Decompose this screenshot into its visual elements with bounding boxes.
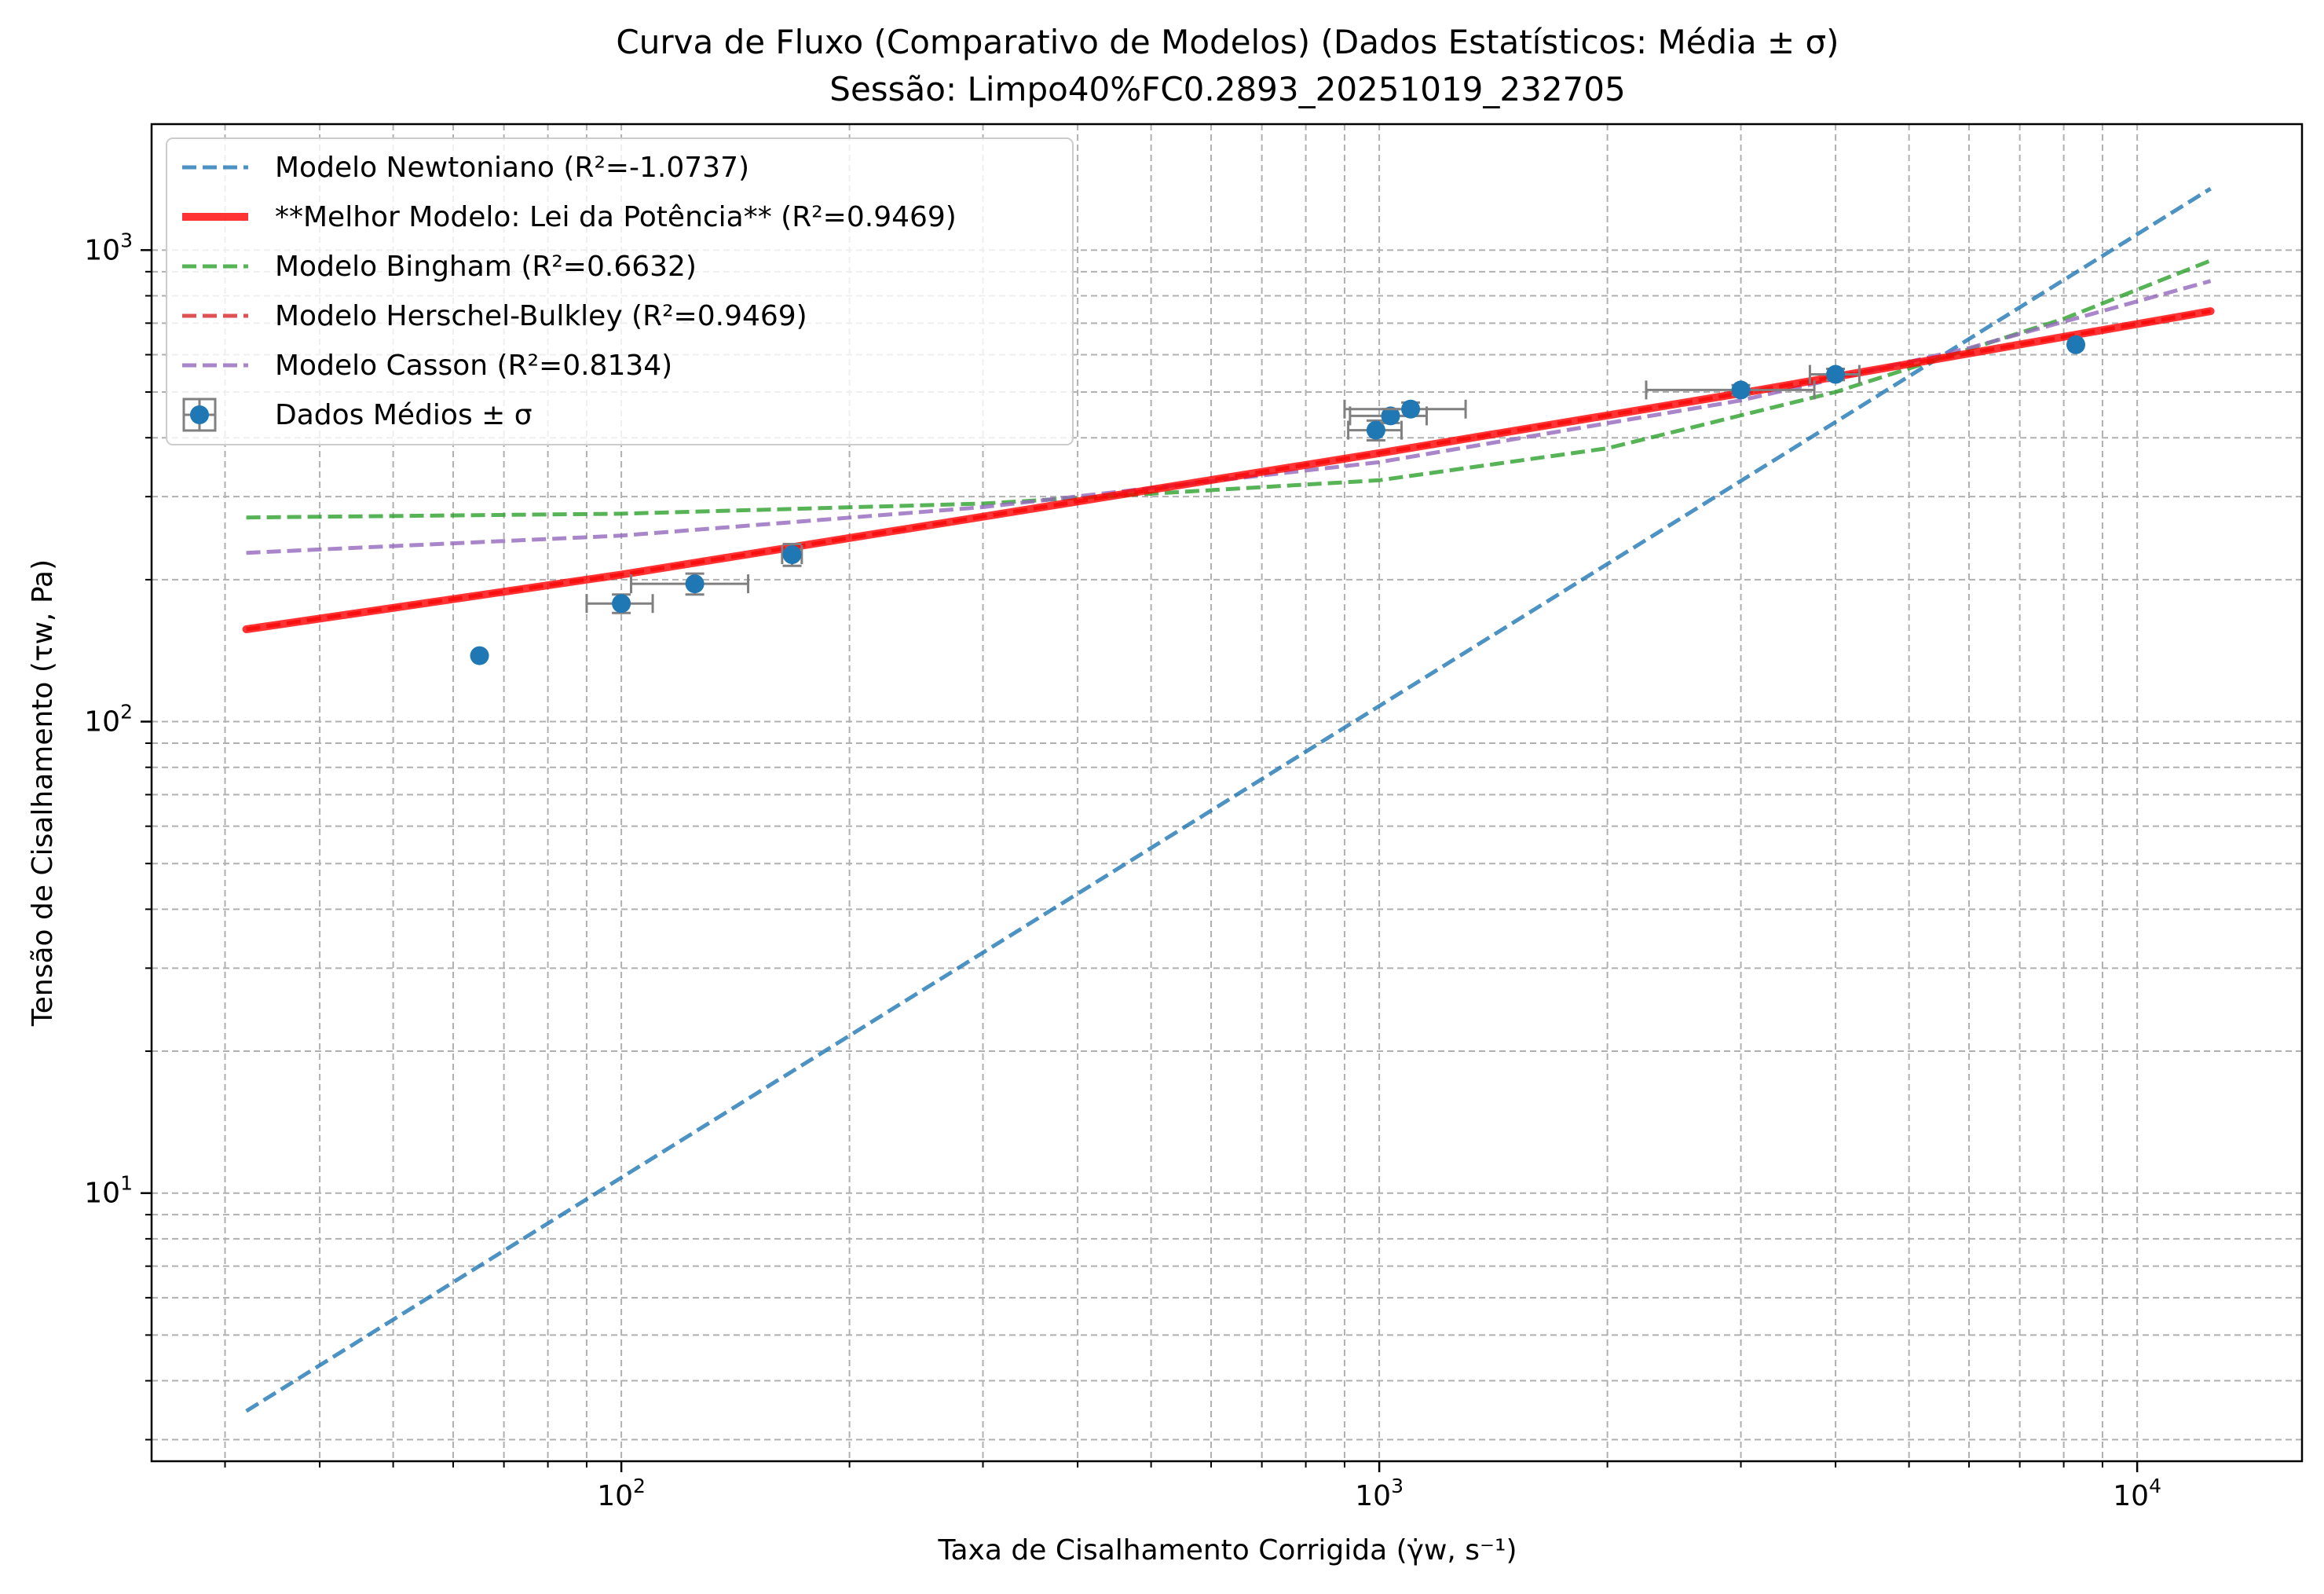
legend-box xyxy=(166,137,1074,445)
data-point xyxy=(1731,380,1751,400)
x-tick-label: 103 xyxy=(1355,1475,1404,1512)
legend: Modelo Newtoniano (R²=-1.0737) **Melhor M… xyxy=(166,137,1074,445)
x-axis-ticks: 102 103 104 xyxy=(224,1461,2161,1512)
grid xyxy=(152,124,2302,1461)
legend-swatch-box xyxy=(182,398,217,432)
data-point xyxy=(782,545,802,565)
y-tick-label: 103 xyxy=(84,229,133,266)
data-points-layer xyxy=(470,335,2086,665)
x-tick-label: 102 xyxy=(597,1475,646,1512)
y-axis-ticks: 101 102 103 xyxy=(84,229,152,1441)
data-point xyxy=(1381,406,1400,426)
data-point xyxy=(1401,399,1421,419)
series-line-0 xyxy=(245,186,2212,1413)
data-point xyxy=(2066,335,2086,354)
data-point xyxy=(470,646,489,665)
data-point xyxy=(1826,365,1846,384)
legend-label-5: Dados Médios ± σ xyxy=(275,399,533,431)
data-point xyxy=(685,574,705,594)
legend-label-2: Modelo Bingham (R²=0.6632) xyxy=(275,251,697,283)
chart-subtitle: Sessão: Limpo40%FC0.2893_20251019_232705 xyxy=(829,70,1625,108)
y-axis-label: Tensão de Cisalhamento (τw, Pa) xyxy=(27,559,59,1027)
chart-title: Curva de Fluxo (Comparativo de Modelos) … xyxy=(616,23,1839,61)
legend-label-4: Modelo Casson (R²=0.8134) xyxy=(275,350,672,382)
legend-label-3: Modelo Herschel-Bulkley (R²=0.9469) xyxy=(275,300,807,332)
legend-swatch-marker xyxy=(190,405,209,424)
legend-label-1: **Melhor Modelo: Lei da Potência** (R²=0… xyxy=(275,201,957,233)
x-tick-label: 104 xyxy=(2113,1475,2161,1512)
data-point xyxy=(1366,420,1385,440)
series-layer xyxy=(242,186,2215,1413)
legend-label-0: Modelo Newtoniano (R²=-1.0737) xyxy=(275,152,749,184)
y-tick-label: 102 xyxy=(84,701,133,738)
x-axis-label: Taxa de Cisalhamento Corrigida (γ̇w, s⁻¹… xyxy=(937,1534,1517,1567)
data-point xyxy=(612,594,631,614)
plot-frame xyxy=(150,123,2304,1463)
y-tick-label: 101 xyxy=(84,1172,133,1210)
series-line-4 xyxy=(242,307,2215,633)
series-line-3 xyxy=(246,279,2212,555)
